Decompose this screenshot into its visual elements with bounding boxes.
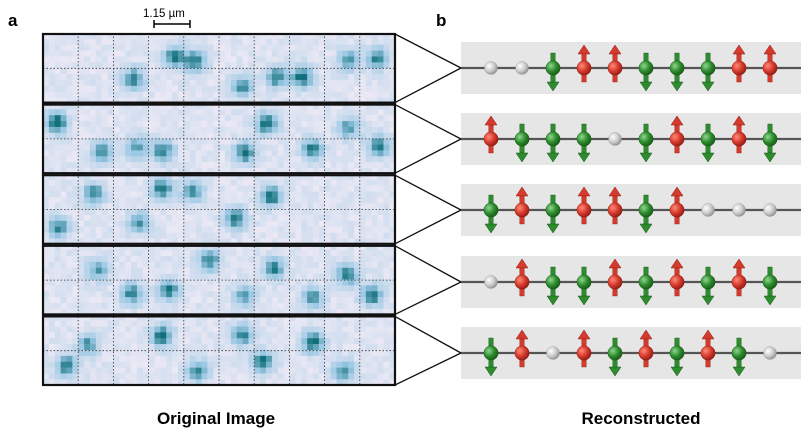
spin-up-site	[483, 115, 499, 154]
spin-up-site	[514, 186, 530, 225]
zoom-connectors	[394, 33, 462, 386]
chain-1	[461, 42, 801, 94]
spin-down-site	[638, 266, 654, 306]
spin-up-site	[576, 186, 592, 225]
spin-up-site	[669, 115, 685, 154]
spin-down-site	[638, 194, 654, 234]
spin-down-site	[638, 123, 654, 163]
pixel-grid	[43, 33, 396, 386]
spin-up-site	[576, 329, 592, 368]
spin-down-site	[483, 337, 499, 377]
connector-2	[394, 104, 462, 174]
spin-up-site	[514, 258, 530, 297]
chain-4	[461, 256, 801, 308]
image-block-1	[41, 32, 397, 104]
spin-up-site	[700, 329, 716, 368]
caption-reconstructed: Reconstructed	[581, 409, 700, 428]
spin-up-site	[731, 44, 747, 83]
panel-b-label: b	[436, 11, 446, 30]
hole-site	[732, 203, 746, 217]
spin-up-site	[669, 186, 685, 225]
spin-down-site	[762, 123, 778, 163]
connector-1	[394, 33, 462, 104]
image-block-2	[41, 103, 397, 175]
spin-up-site	[607, 186, 623, 225]
hole-site	[608, 132, 622, 146]
spin-down-site	[545, 52, 561, 92]
spin-up-site	[576, 44, 592, 83]
hole-site	[484, 275, 498, 289]
spin-down-site	[669, 52, 685, 92]
connector-3	[394, 174, 462, 245]
reconstructed-chains-panel	[461, 42, 801, 379]
spin-down-site	[545, 194, 561, 234]
spin-down-site	[576, 266, 592, 306]
spin-down-site	[700, 266, 716, 306]
hole-site	[763, 346, 777, 360]
spin-down-site	[700, 123, 716, 163]
spin-down-site	[514, 123, 530, 163]
spin-up-site	[607, 258, 623, 297]
chain-3	[461, 184, 801, 236]
chain-2	[461, 113, 801, 165]
image-block-3	[41, 174, 397, 245]
spin-up-site	[669, 258, 685, 297]
spin-down-site	[607, 337, 623, 377]
spin-down-site	[545, 266, 561, 306]
image-block-5	[41, 315, 397, 387]
scale-bar: 1.15 µm	[143, 8, 191, 28]
original-image-panel	[41, 32, 397, 387]
hole-site	[763, 203, 777, 217]
spin-down-site	[483, 194, 499, 234]
spin-up-site	[731, 258, 747, 297]
connector-4	[394, 245, 462, 315]
connector-5	[394, 315, 462, 386]
spin-up-site	[638, 329, 654, 368]
hole-site	[515, 61, 529, 75]
hole-site	[484, 61, 498, 75]
spin-down-site	[545, 123, 561, 163]
spin-up-site	[731, 115, 747, 154]
chain-5	[461, 327, 801, 379]
scale-bar-label: 1.15 µm	[143, 8, 185, 20]
spin-down-site	[700, 52, 716, 92]
spin-down-site	[576, 123, 592, 163]
block-borders	[41, 32, 397, 387]
image-block-4	[41, 244, 397, 316]
dotted-grid	[43, 33, 395, 386]
panel-a-label: a	[8, 11, 18, 30]
spin-down-site	[762, 266, 778, 306]
spin-up-site	[762, 44, 778, 83]
spin-up-site	[514, 329, 530, 368]
hole-site	[701, 203, 715, 217]
spin-down-site	[731, 337, 747, 377]
spin-up-site	[607, 44, 623, 83]
caption-original-image: Original Image	[157, 409, 275, 428]
spin-down-site	[669, 337, 685, 377]
spin-down-site	[638, 52, 654, 92]
hole-site	[546, 346, 560, 360]
